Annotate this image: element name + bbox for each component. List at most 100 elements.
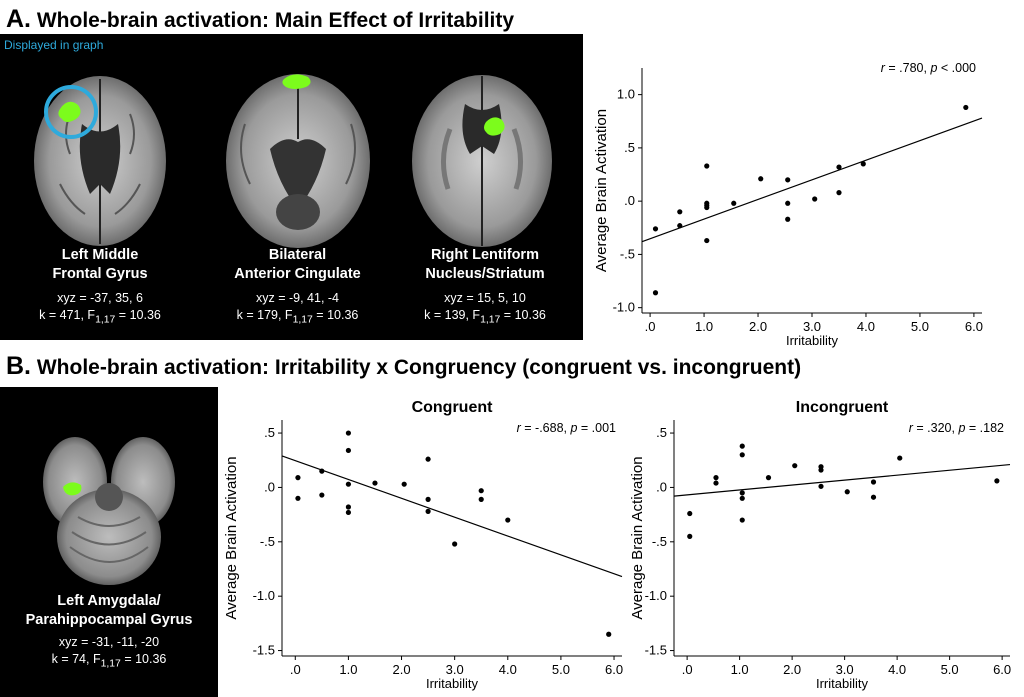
brain-panel-b: Left Amygdala/ Parahippocampal Gyrus xyz… — [0, 387, 218, 697]
data-point — [870, 494, 877, 500]
displayed-circle — [44, 85, 98, 139]
data-point — [425, 496, 431, 502]
y-tick-label: .0 — [656, 479, 667, 494]
caption-k: k = 471, F1,17 = 10.36 — [10, 307, 190, 329]
data-point — [677, 223, 683, 229]
data-point — [704, 204, 710, 211]
x-tick-label: 1.0 — [695, 319, 713, 334]
data-point — [739, 452, 745, 458]
y-axis-label: Average Brain Activation — [630, 456, 646, 619]
data-point — [758, 176, 764, 182]
brain-image-lentiform — [412, 75, 552, 247]
caption-k: k = 74, F1,17 = 10.36 — [4, 651, 214, 673]
data-point — [713, 480, 719, 486]
x-tick-label: 2.0 — [783, 662, 801, 677]
caption-f-sub: 1,17 — [480, 314, 501, 326]
x-tick-label: 3.0 — [446, 662, 464, 677]
caption-name-line2: Anterior Cingulate — [234, 266, 361, 282]
data-point — [818, 483, 824, 489]
annotation-p-value: < .000 — [937, 61, 976, 75]
annotation-r: r — [909, 421, 914, 435]
data-point — [812, 196, 818, 202]
data-point — [295, 495, 301, 501]
section-b-heading: Whole-brain activation: Irritability x C… — [36, 356, 802, 379]
x-tick-label: 2.0 — [392, 662, 410, 677]
data-point — [836, 190, 842, 196]
data-point — [478, 488, 484, 494]
x-tick-label: 4.0 — [499, 662, 517, 677]
section-b-title: B. Whole-brain activation: Irritability … — [6, 352, 801, 381]
chart-title: Incongruent — [796, 399, 889, 416]
x-axis-label: Irritability — [816, 676, 869, 691]
x-tick-label: .0 — [682, 662, 693, 677]
displayed-in-graph-label: Displayed in graph — [4, 38, 104, 52]
x-tick-label: 5.0 — [911, 319, 929, 334]
y-tick-label: -1.0 — [645, 588, 667, 603]
chart-title: Congruent — [412, 399, 494, 416]
regression-line — [281, 455, 623, 578]
caption-brain-amygdala: Left Amygdala/ Parahippocampal Gyrus xyz… — [4, 592, 214, 673]
brain-panel-a: Displayed in graph — [0, 34, 583, 340]
data-point — [860, 161, 866, 167]
caption-xyz: xyz = 15, 5, 10 — [444, 291, 526, 305]
data-point — [425, 508, 431, 514]
annotation-p-value: = .182 — [965, 421, 1004, 435]
data-point — [425, 456, 431, 462]
data-point — [818, 467, 824, 473]
brain-image-amygdala — [43, 437, 175, 585]
caption-f-value: = 10.36 — [120, 652, 167, 666]
x-tick-label: 5.0 — [941, 662, 959, 677]
caption-xyz: xyz = -31, -11, -20 — [58, 635, 160, 649]
section-a-heading: Whole-brain activation: Main Effect of I… — [36, 9, 515, 32]
caption-f-sub: 1,17 — [292, 314, 313, 326]
x-tick-label: .0 — [290, 662, 301, 677]
annotation-r-value: = .320, — [913, 421, 959, 435]
data-point — [345, 481, 352, 487]
data-point — [606, 631, 612, 637]
x-tick-label: 3.0 — [836, 662, 854, 677]
caption-brain-3: Right Lentiform Nucleus/Striatum xyz = 1… — [395, 246, 575, 329]
y-tick-label: -1.0 — [613, 300, 635, 315]
data-point — [687, 533, 693, 539]
data-point — [765, 475, 772, 481]
brain-image-anterior-cingulate — [226, 74, 370, 248]
data-point — [870, 479, 877, 485]
correlation-annotation: r = .780, p < .000 — [881, 61, 976, 75]
caption-name-line1: Bilateral — [268, 247, 327, 263]
section-a-title: A. Whole-brain activation: Main Effect o… — [6, 5, 514, 34]
y-tick-label: 1.0 — [617, 87, 635, 102]
y-tick-label: -1.0 — [253, 588, 275, 603]
x-tick-label: 2.0 — [749, 319, 767, 334]
annotation-p: p — [569, 421, 577, 435]
caption-name-line2: Parahippocampal Gyrus — [25, 612, 193, 628]
data-point — [677, 209, 683, 215]
annotation-r: r — [517, 421, 522, 435]
y-tick-label: -.5 — [620, 246, 635, 261]
y-tick-label: -.5 — [260, 534, 275, 549]
annotation-p-value: = .001 — [577, 421, 616, 435]
x-axis-label: Irritability — [786, 333, 839, 348]
correlation-annotation: r = .320, p = .182 — [909, 421, 1004, 435]
y-tick-label: .0 — [624, 193, 635, 208]
section-b-letter: B. — [6, 352, 31, 380]
data-point — [731, 200, 737, 206]
data-point — [687, 510, 693, 517]
caption-k: k = 139, F1,17 = 10.36 — [395, 307, 575, 329]
data-point — [345, 430, 352, 436]
x-axis-label: Irritability — [426, 676, 479, 691]
x-tick-label: 6.0 — [965, 319, 983, 334]
data-point — [739, 490, 745, 496]
scatter-chart-congruent: .5 .0 -.5 -1.0 -1.5 .0 1.0 2.0 3.0 4.0 5.0 6.0 Irrit… — [223, 399, 623, 691]
data-point — [345, 509, 352, 516]
caption-name-line2: Frontal Gyrus — [52, 266, 148, 282]
annotation-p: p — [929, 61, 937, 75]
y-axis-label: Average Brain Activation — [223, 456, 240, 619]
x-tick-label: 4.0 — [888, 662, 906, 677]
data-point — [401, 481, 407, 487]
data-point — [739, 443, 745, 449]
data-point — [713, 475, 719, 481]
data-point — [319, 468, 325, 474]
caption-xyz: xyz = -9, 41, -4 — [255, 291, 340, 305]
scatter-chart-main-effect: 1.0 .5 .0 -.5 -1.0 .0 1.0 2.0 3.0 4.0 5.0 6.0 Irrita… — [593, 61, 983, 348]
x-tick-label: 6.0 — [605, 662, 623, 677]
